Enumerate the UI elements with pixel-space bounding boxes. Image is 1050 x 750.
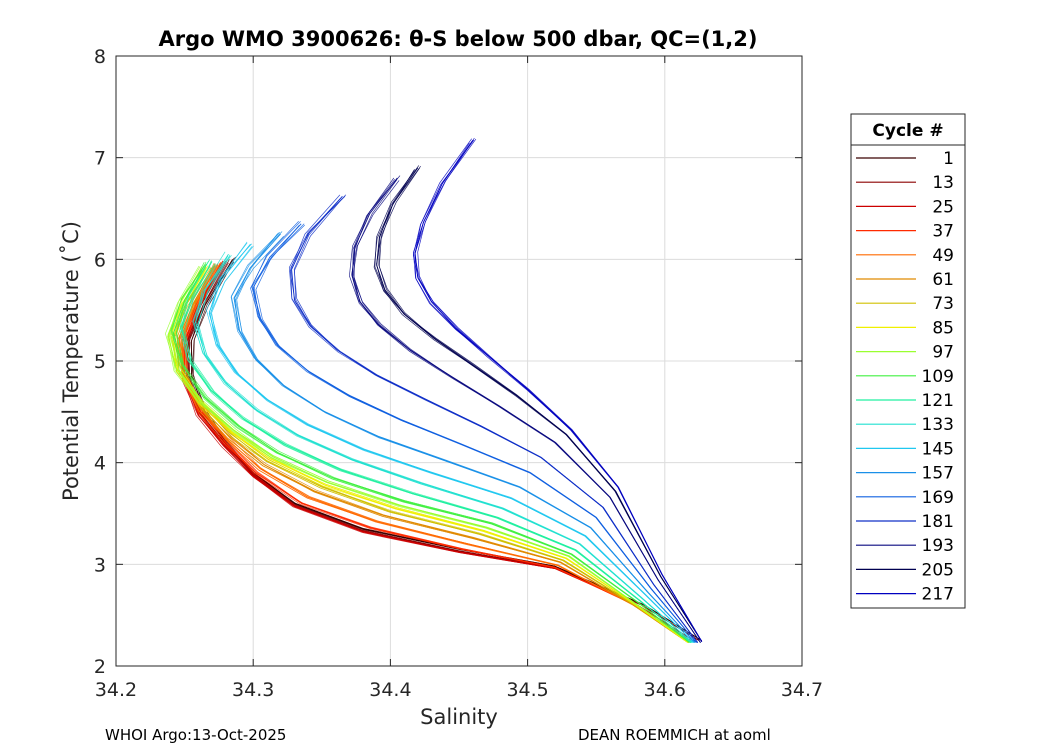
legend-label-169: 169: [922, 488, 954, 508]
y-tick-label: 7: [94, 148, 106, 170]
legend-label-157: 157: [922, 464, 954, 484]
y-tick-labels: 2 3 4 5 6 7 8: [94, 46, 106, 678]
legend-label-109: 109: [922, 367, 954, 387]
legend-title: Cycle #: [872, 121, 943, 141]
series-profile-205: [373, 165, 703, 642]
y-tick-label: 4: [94, 453, 106, 475]
series-profile-181: [293, 198, 698, 643]
series-profile-217: [412, 139, 703, 642]
x-tick-label: 34.4: [369, 679, 411, 701]
x-axis-label: Salinity: [420, 705, 498, 729]
series-profile-193: [352, 179, 701, 643]
x-tick-label: 34.3: [232, 679, 274, 701]
legend-label-37: 37: [932, 222, 954, 242]
legend-label-1: 1: [943, 149, 954, 169]
x-tick-label: 34.2: [95, 679, 137, 701]
legend-label-193: 193: [922, 536, 954, 556]
legend-label-133: 133: [922, 415, 954, 435]
series-profile-193: [352, 179, 701, 643]
series-profile-85: [171, 266, 689, 643]
series-profile-109: [170, 263, 690, 643]
footer-left: WHOI Argo:13-Oct-2025: [105, 726, 286, 744]
legend-label-205: 205: [922, 560, 954, 580]
legend-label-13: 13: [932, 173, 954, 193]
legend-label-85: 85: [932, 318, 954, 338]
chart-title: Argo WMO 3900626: θ-S below 500 dbar, QC…: [159, 27, 758, 51]
y-tick-label: 5: [94, 351, 106, 373]
legend-label-25: 25: [932, 197, 954, 217]
legend-label-73: 73: [932, 294, 954, 314]
legend-label-181: 181: [922, 512, 954, 532]
x-tick-label: 34.5: [506, 679, 548, 701]
footer-right: DEAN ROEMMICH at aoml: [578, 726, 771, 744]
series-profile-205: [378, 169, 703, 642]
legend-label-217: 217: [922, 585, 954, 605]
y-tick-label: 3: [94, 554, 106, 576]
series-profile-109: [172, 266, 690, 643]
y-tick-label: 2: [94, 656, 106, 678]
legend-label-121: 121: [922, 391, 954, 411]
series-profile-97: [168, 269, 690, 643]
tick-marks: [115, 55, 803, 667]
x-tick-label: 34.7: [781, 679, 823, 701]
series-profile-121: [180, 263, 692, 643]
y-tick-label: 8: [94, 46, 106, 68]
legend-label-49: 49: [932, 246, 954, 266]
series-profile-133: [198, 255, 693, 643]
series-profile-97: [169, 265, 690, 643]
series-profile-169: [253, 223, 697, 643]
legend-label-61: 61: [932, 270, 954, 290]
series-profile-133: [195, 251, 693, 643]
y-axis-label: Potential Temperature (˚C): [59, 221, 83, 501]
x-tick-label: 34.6: [644, 679, 686, 701]
series-layer: [165, 137, 703, 643]
series-profile-217: [414, 137, 703, 642]
y-tick-label: 6: [94, 249, 106, 271]
legend-box: [850, 113, 966, 609]
legend: Cycle # 1 13 25 37 49 61 73 85 97 109 121 133 145 157…: [850, 113, 966, 609]
series-profile-157: [230, 231, 696, 643]
series-profile-121: [179, 259, 692, 643]
legend-label-145: 145: [922, 439, 954, 459]
legend-entries: 1 13 25 37 49 61 73 85 97 109 121 133 145 157 169 181 19…: [856, 149, 954, 605]
series-profile-145: [208, 242, 694, 643]
x-tick-labels: 34.2 34.3 34.4 34.5 34.6 34.7: [95, 679, 823, 701]
legend-label-97: 97: [932, 343, 954, 363]
